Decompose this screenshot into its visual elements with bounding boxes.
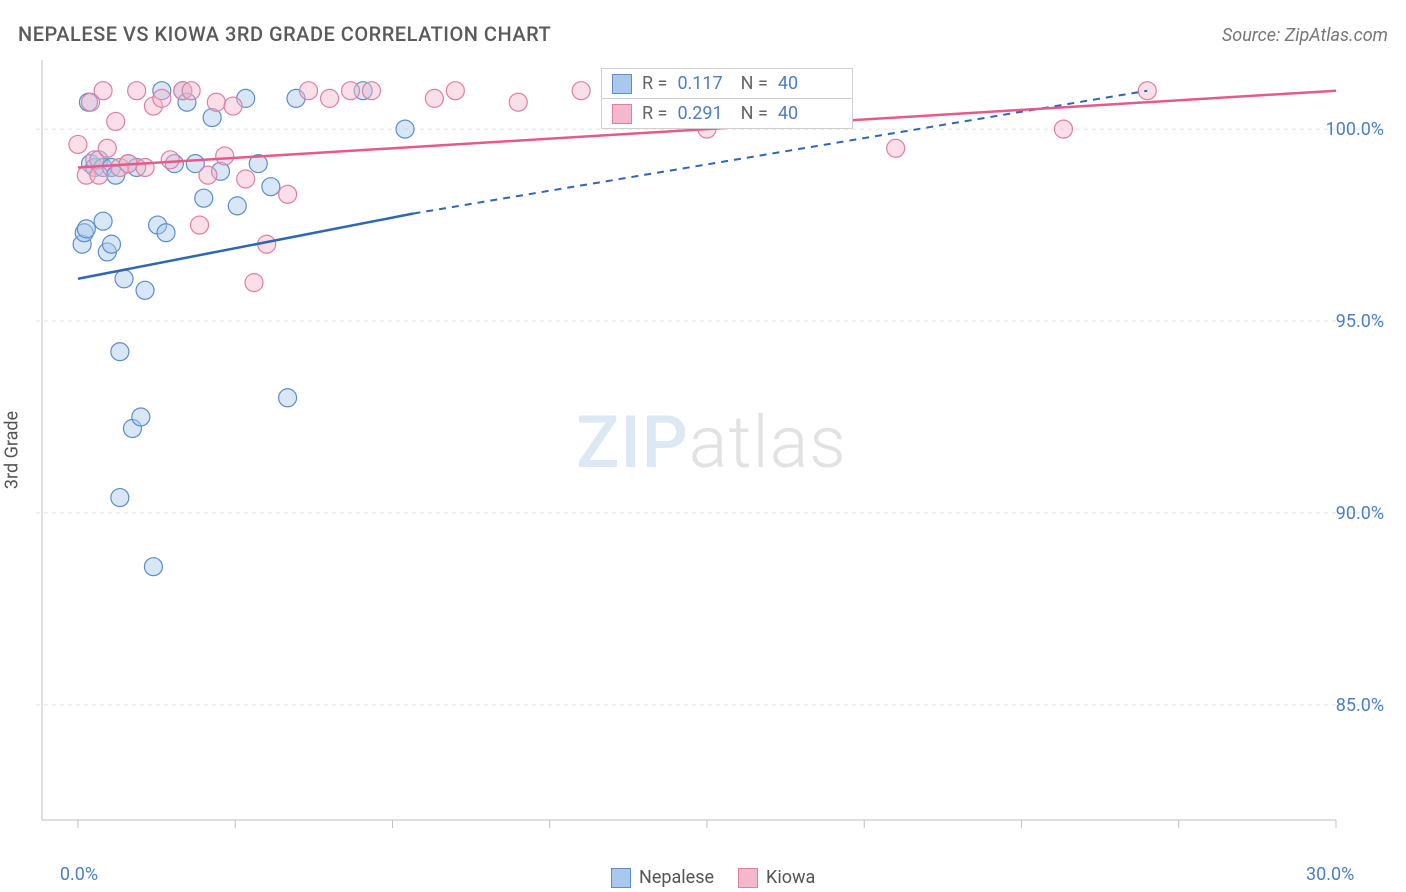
n-label: N = (741, 73, 768, 94)
source-label: Source: ZipAtlas.com (1222, 25, 1388, 46)
r-label: R = (642, 103, 667, 124)
x-axis-min-label: 0.0% (60, 864, 98, 885)
scatter-point (396, 120, 414, 138)
chart-svg: 85.0% 90.0% 95.0% 100.0% (36, 60, 1386, 890)
n-value: 40 (778, 73, 798, 94)
scatter-point (191, 216, 209, 234)
scatter-point (69, 135, 87, 153)
scatter-point (342, 82, 360, 100)
scatter-point (182, 82, 200, 100)
scatter-point (216, 147, 234, 165)
scatter-point (446, 82, 464, 100)
scatter-point (572, 82, 590, 100)
legend-label: Nepalese (639, 867, 714, 888)
scatter-point (279, 185, 297, 203)
scatter-point (199, 166, 217, 184)
scatter-point (111, 343, 129, 361)
scatter-point (300, 82, 318, 100)
scatter-point (207, 93, 225, 111)
scatter-point (887, 139, 905, 157)
chart-title: NEPALESE VS KIOWA 3RD GRADE CORRELATION … (18, 22, 551, 46)
title-bar: NEPALESE VS KIOWA 3RD GRADE CORRELATION … (18, 22, 1388, 46)
scatter-point (102, 235, 120, 253)
scatter-point (94, 82, 112, 100)
scatter-point (245, 274, 263, 292)
y-tick-label: 90.0% (1336, 503, 1384, 524)
scatter-point (224, 97, 242, 115)
scatter-point (132, 408, 150, 426)
r-value: 0.117 (677, 73, 722, 94)
n-value: 40 (778, 103, 798, 124)
scatter-point (90, 166, 108, 184)
scatter-point (237, 170, 255, 188)
scatter-point (161, 151, 179, 169)
scatter-point (136, 281, 154, 299)
y-axis-label: 3rd Grade (2, 411, 23, 489)
scatter-point (1054, 120, 1072, 138)
legend-swatch (611, 868, 631, 888)
scatter-point (279, 389, 297, 407)
stats-legend-row: R = 0.291 N = 40 (601, 98, 853, 129)
scatter-point (195, 189, 213, 207)
scatter-point (98, 139, 116, 157)
trend-line (78, 214, 413, 279)
x-axis-max-label: 30.0% (1306, 864, 1354, 885)
y-tick-label: 100.0% (1326, 119, 1384, 140)
stats-legend-row: R = 0.117 N = 40 (601, 68, 853, 99)
legend-label: Kiowa (766, 867, 815, 888)
legend-swatch (612, 74, 632, 94)
scatter-point (144, 558, 162, 576)
scatter-point (509, 93, 527, 111)
scatter-point (262, 178, 280, 196)
r-value: 0.291 (677, 103, 722, 124)
scatter-point (321, 89, 339, 107)
scatter-point (115, 270, 133, 288)
scatter-point (128, 82, 146, 100)
scatter-point (107, 112, 125, 130)
scatter-point (157, 224, 175, 242)
scatter-point (111, 489, 129, 507)
series-legend: Nepalese Kiowa (611, 867, 815, 888)
y-tick-label: 85.0% (1336, 695, 1384, 716)
scatter-point (1138, 82, 1156, 100)
scatter-point (94, 212, 112, 230)
n-label: N = (741, 103, 768, 124)
legend-swatch (738, 868, 758, 888)
legend-swatch (612, 104, 632, 124)
y-tick-label: 95.0% (1336, 311, 1384, 332)
r-label: R = (642, 73, 667, 94)
legend-item: Kiowa (738, 867, 815, 888)
scatter-point (77, 220, 95, 238)
scatter-point (228, 197, 246, 215)
scatter-point (136, 158, 154, 176)
scatter-point (153, 89, 171, 107)
scatter-point (425, 89, 443, 107)
scatter-point (362, 82, 380, 100)
plot-area: 3rd Grade 85.0%90.0%95.0%100.0% ZIPatlas… (36, 60, 1386, 840)
legend-item: Nepalese (611, 867, 714, 888)
